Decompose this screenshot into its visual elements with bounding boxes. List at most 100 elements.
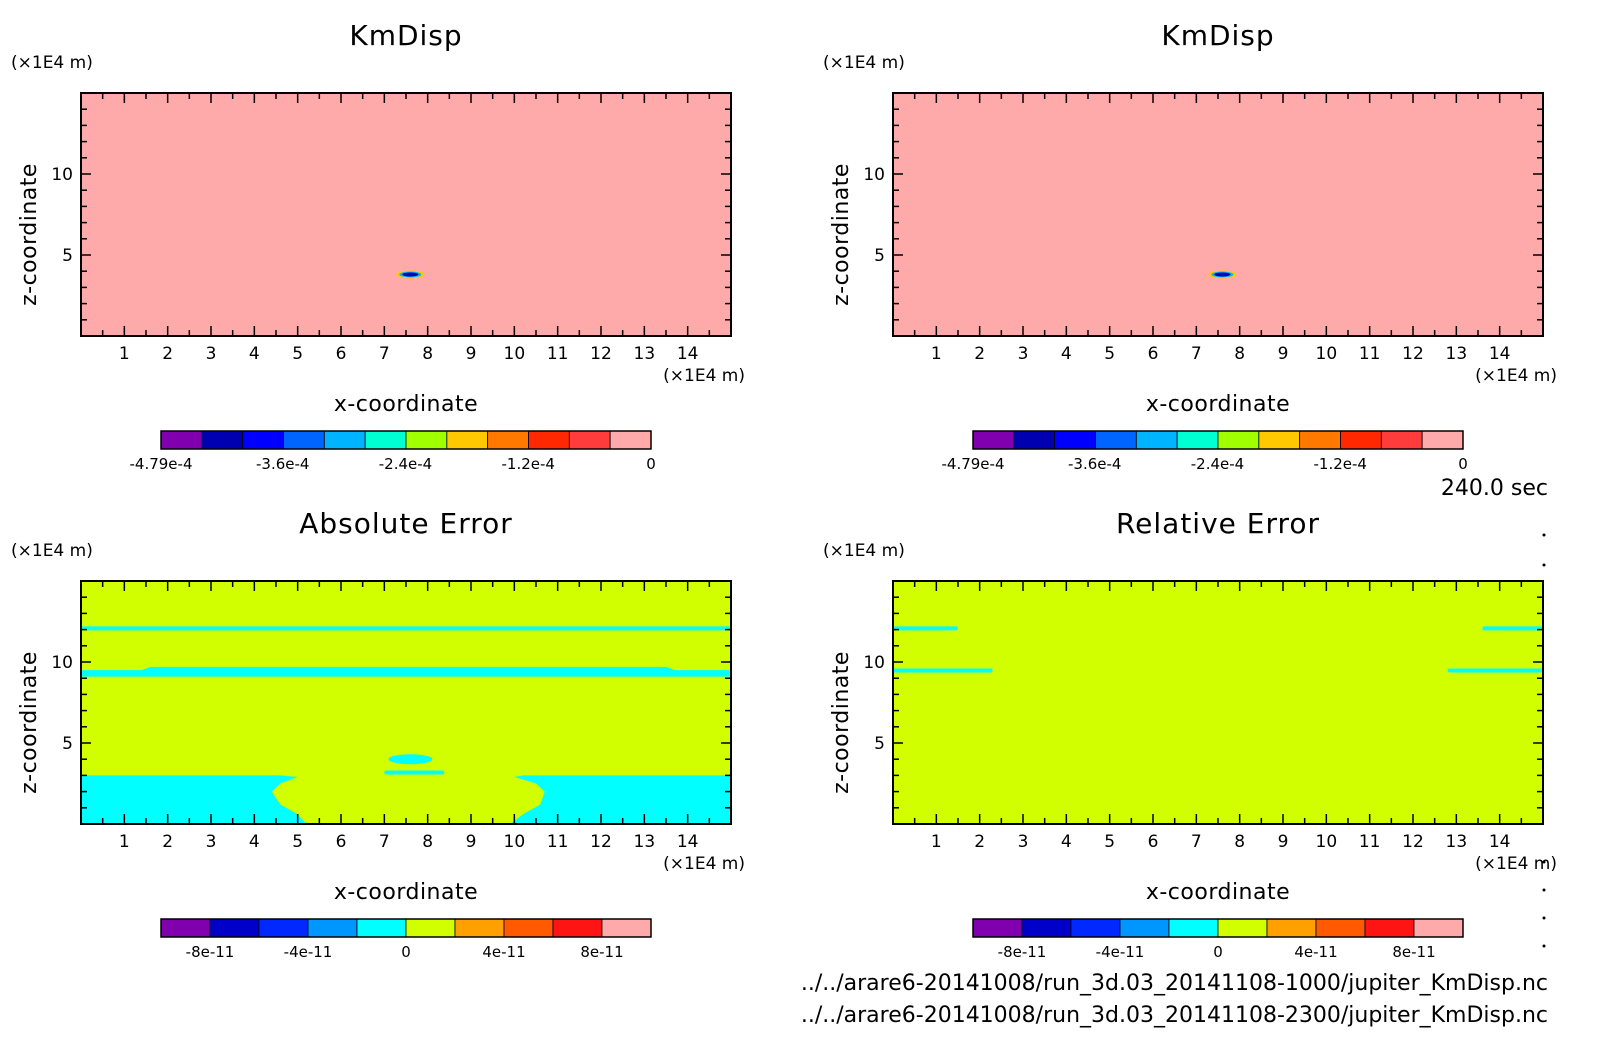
colorbar-bin <box>1258 430 1301 450</box>
x-tick-label: 2 <box>162 344 173 364</box>
y-unit-label: (×1E4 m) <box>823 541 905 561</box>
x-tick-label: 9 <box>1278 832 1289 852</box>
colorbar-bin <box>201 430 244 450</box>
colorbar-bin <box>609 430 652 450</box>
x-axis-label: x-coordinate <box>334 392 478 417</box>
x-tick-label: 7 <box>379 344 390 364</box>
x-tick-label: 9 <box>466 344 477 364</box>
y-tick-label: 5 <box>62 246 73 266</box>
x-tick-label: 8 <box>422 344 433 364</box>
colorbar-label: -2.4e-4 <box>379 455 432 473</box>
x-tick-label: 6 <box>336 832 347 852</box>
colorbar-label: -3.6e-4 <box>256 455 309 473</box>
x-tick-label: 1 <box>119 832 130 852</box>
margin-dot <box>1542 888 1546 892</box>
rel-streak-left-upper <box>893 626 958 631</box>
x-unit-label: (×1E4 m) <box>663 854 745 874</box>
colorbar-bin <box>528 430 570 450</box>
colorbar-bin <box>1364 918 1415 938</box>
colorbar-bin <box>972 430 1015 450</box>
x-tick-label: 10 <box>1316 832 1338 852</box>
error-region-right <box>510 775 731 824</box>
x-tick-label: 12 <box>1402 344 1424 364</box>
x-tick-label: 11 <box>547 832 569 852</box>
x-tick-label: 6 <box>336 344 347 364</box>
colorbar-bin <box>1340 430 1382 450</box>
x-tick-label: 14 <box>1489 344 1511 364</box>
rel-streak-right-lower <box>1447 668 1543 673</box>
x-tick-label: 11 <box>1359 344 1381 364</box>
colorbar-label: -2.4e-4 <box>1191 455 1244 473</box>
x-tick-label: 5 <box>1104 344 1115 364</box>
x-tick-label: 11 <box>1359 832 1381 852</box>
colorbar-bin <box>601 918 652 938</box>
colorbar-bin <box>242 430 284 450</box>
x-tick-label: 13 <box>634 344 656 364</box>
margin-dot <box>1542 916 1546 920</box>
y-axis-label: z-coordinate <box>17 163 42 306</box>
colorbar-frame <box>972 430 1464 450</box>
colorbar-bin <box>1168 918 1219 938</box>
colorbar-label: -4e-11 <box>1096 943 1145 961</box>
y-axis-label: z-coordinate <box>829 163 854 306</box>
panel-title: Relative Error <box>1116 507 1320 540</box>
file-path-line-2: ../../arare6-20141008/run_3d.03_20141108… <box>801 1003 1548 1028</box>
x-tick-label: 3 <box>206 832 217 852</box>
colorbar-label: 0 <box>401 943 411 961</box>
colorbar-bin <box>1380 430 1423 450</box>
x-tick-label: 9 <box>466 832 477 852</box>
colorbar-bin <box>1217 430 1260 450</box>
x-unit-label: (×1E4 m) <box>1475 366 1557 386</box>
rel-streak-left-lower <box>893 668 993 673</box>
colorbar-label: 8e-11 <box>1392 943 1435 961</box>
colorbar-frame <box>160 430 652 450</box>
y-tick-label: 10 <box>863 653 885 673</box>
colorbar-bin <box>454 918 505 938</box>
colorbar-bin <box>1135 430 1178 450</box>
colorbar-bin <box>405 918 456 938</box>
colorbar-bin <box>1217 918 1268 938</box>
colorbar-label: -4e-11 <box>284 943 333 961</box>
x-tick-label: 1 <box>931 344 942 364</box>
colorbar-bin <box>258 918 309 938</box>
colorbar-label: -1.2e-4 <box>1314 455 1367 473</box>
x-tick-label: 8 <box>1234 832 1245 852</box>
y-tick-label: 10 <box>51 653 73 673</box>
error-band-upper <box>81 626 731 631</box>
x-tick-label: 4 <box>1061 832 1072 852</box>
anomaly-core <box>402 272 419 277</box>
x-tick-label: 12 <box>590 832 612 852</box>
error-band-middle <box>81 666 731 677</box>
x-tick-label: 12 <box>1402 832 1424 852</box>
error-spot-upper <box>388 754 433 765</box>
colorbar-label: -1.2e-4 <box>502 455 555 473</box>
colorbar-label: -4.79e-4 <box>942 455 1005 473</box>
colorbar-bin <box>1413 918 1464 938</box>
colorbar-bin <box>1054 430 1096 450</box>
colorbar-bin <box>160 430 203 450</box>
x-tick-label: 8 <box>422 832 433 852</box>
colorbar-bin <box>160 918 211 938</box>
colorbar-label: 4e-11 <box>1294 943 1337 961</box>
error-spot-lower <box>384 770 445 775</box>
colorbar-label: 8e-11 <box>580 943 623 961</box>
colorbar-bin <box>568 430 611 450</box>
anomaly-core <box>1214 272 1231 277</box>
margin-dot <box>1542 860 1546 864</box>
colorbar-label: -4.79e-4 <box>130 455 193 473</box>
colorbar-bin <box>1421 430 1464 450</box>
colorbar-bin <box>1299 430 1341 450</box>
plot-field <box>893 581 1543 824</box>
colorbar-bin <box>323 430 366 450</box>
y-axis-label: z-coordinate <box>829 651 854 794</box>
x-tick-label: 5 <box>292 832 303 852</box>
colorbar-label: 0 <box>646 455 656 473</box>
colorbar-label: -8e-11 <box>998 943 1047 961</box>
x-tick-label: 3 <box>1018 344 1029 364</box>
x-tick-label: 3 <box>1018 832 1029 852</box>
x-tick-label: 12 <box>590 344 612 364</box>
x-axis-label: x-coordinate <box>1146 392 1290 417</box>
colorbar-label: -8e-11 <box>186 943 235 961</box>
colorbar-bin <box>1176 430 1219 450</box>
